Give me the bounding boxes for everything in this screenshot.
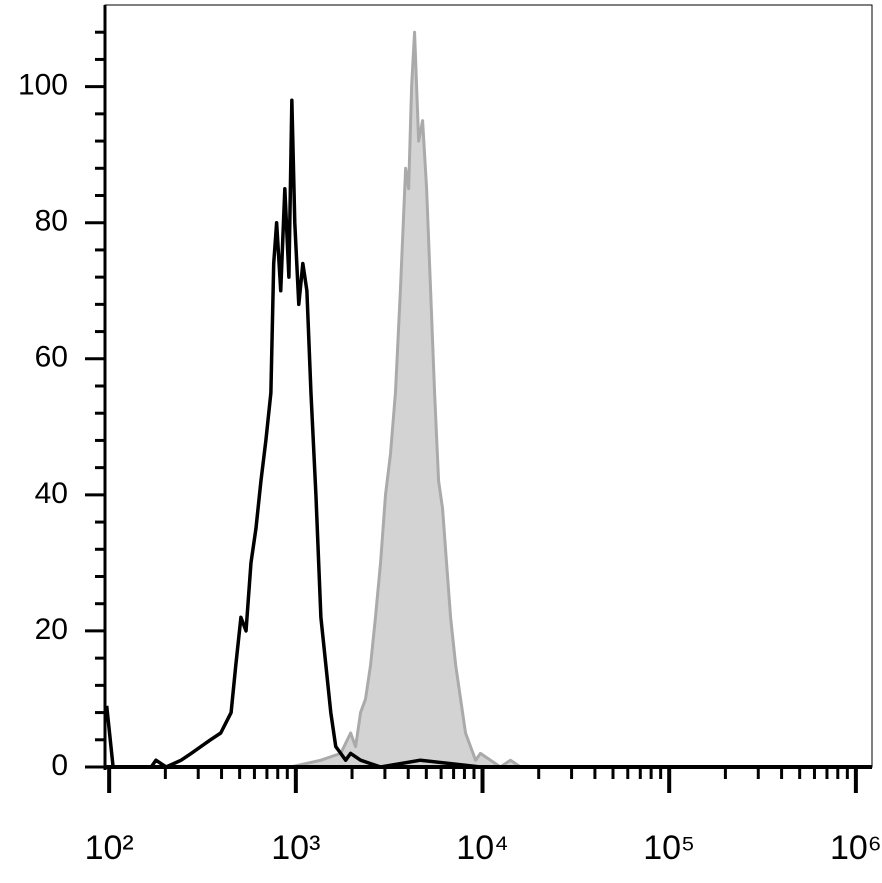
y-tick-label: 0 bbox=[51, 749, 68, 782]
histogram-area bbox=[109, 32, 521, 767]
x-tick-label: 10² bbox=[85, 829, 134, 867]
x-tick-label: 10⁶ bbox=[830, 829, 882, 867]
y-tick-label: 40 bbox=[35, 477, 68, 510]
x-tick-label: 10³ bbox=[271, 829, 320, 867]
histogram-line bbox=[109, 30, 522, 769]
plot-frame bbox=[104, 4, 873, 768]
y-tick-label: 60 bbox=[35, 341, 68, 374]
y-tick-label: 100 bbox=[18, 69, 68, 102]
x-tick-label: 10⁵ bbox=[643, 829, 695, 867]
y-tick-label: 80 bbox=[35, 205, 68, 238]
x-tick-label: 10⁴ bbox=[456, 829, 508, 867]
histogram-line bbox=[104, 98, 872, 769]
y-tick-label: 20 bbox=[35, 613, 68, 646]
